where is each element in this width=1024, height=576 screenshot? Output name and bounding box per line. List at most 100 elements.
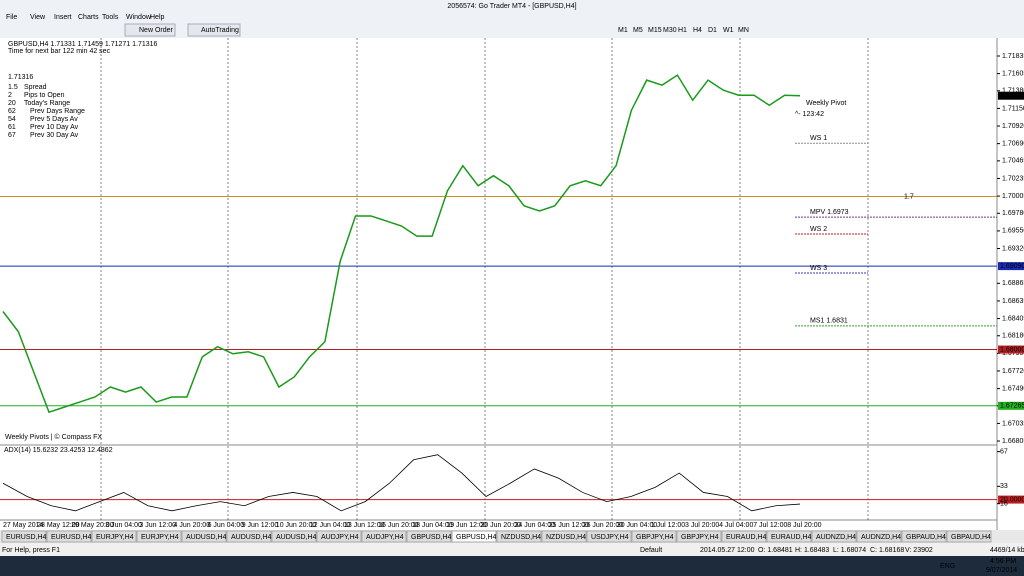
- x-tick-label: 25 Jun 12:00: [549, 522, 590, 529]
- timeframe-button[interactable]: M5: [633, 27, 643, 34]
- status-text: H: 1.68483: [795, 547, 829, 554]
- chart-tab-label[interactable]: GBPUSD,H4: [456, 534, 497, 541]
- chart-tab[interactable]: [451, 530, 497, 543]
- timeframe-button[interactable]: H4: [693, 27, 702, 34]
- stat-name: Prev Days Range: [30, 108, 85, 115]
- y-tick-label: 1.71380: [1002, 88, 1024, 95]
- stat-name: Pips to Open: [24, 92, 65, 99]
- chart-tab[interactable]: [316, 530, 362, 543]
- timeframe-button[interactable]: M15: [648, 27, 662, 34]
- autotrading-label[interactable]: AutoTrading: [201, 27, 239, 34]
- chart-tab[interactable]: [91, 530, 137, 543]
- chart-tab-label[interactable]: AUDJPY,H4: [366, 534, 404, 541]
- menu-item[interactable]: File: [6, 14, 17, 21]
- status-text: For Help, press F1: [2, 547, 60, 554]
- chart-tab-label[interactable]: AUDUSD,H4: [276, 534, 317, 541]
- timeframe-button[interactable]: W1: [723, 27, 734, 34]
- chart-tab-label[interactable]: NZDUSD,H4: [546, 534, 586, 541]
- chart-tab-label[interactable]: GBPAUD,H4: [951, 534, 991, 541]
- new-order-label[interactable]: New Order: [139, 27, 174, 34]
- x-tick-label: 18 Jun 04:00: [412, 522, 453, 529]
- chart-tab-label[interactable]: AUDNZD,H4: [816, 534, 856, 541]
- chart-tab[interactable]: [766, 530, 812, 543]
- chart-tab[interactable]: [226, 530, 272, 543]
- chart-tab[interactable]: [901, 530, 947, 543]
- chart-tab-label[interactable]: EURUSD,H4: [6, 534, 47, 541]
- chart-tab[interactable]: [181, 530, 227, 543]
- x-tick-label: 30 Jun 04:00: [617, 522, 658, 529]
- taskbar: [0, 556, 1024, 576]
- timeframe-button[interactable]: M30: [663, 27, 677, 34]
- chart-tab-label[interactable]: USDJPY,H4: [591, 534, 629, 541]
- x-tick-label: 9 Jun 12:00: [242, 522, 279, 529]
- y-tick-label: 1.70235: [1002, 175, 1024, 182]
- timeframe-button[interactable]: MN: [738, 27, 749, 34]
- chart-tab[interactable]: [946, 530, 992, 543]
- chart-tab[interactable]: [136, 530, 182, 543]
- status-bar: [0, 543, 1024, 556]
- chart-tab-label[interactable]: AUDUSD,H4: [231, 534, 272, 541]
- chart-tab-label[interactable]: GBPUSD,H4: [411, 534, 452, 541]
- x-tick-label: 3 Jul 20:00: [685, 522, 719, 529]
- y-tick-label: 1.68405: [1002, 315, 1024, 322]
- chart-tab[interactable]: [1, 530, 47, 543]
- chart-tab[interactable]: [586, 530, 632, 543]
- chart-tab-label[interactable]: EURUSD,H4: [51, 534, 92, 541]
- menu-item[interactable]: Charts: [78, 14, 99, 21]
- chart-tab[interactable]: [811, 530, 857, 543]
- chart-tab-label[interactable]: EURJPY,H4: [96, 534, 134, 541]
- timeframe-button[interactable]: M1: [618, 27, 628, 34]
- x-tick-label: 24 Jun 04:00: [515, 522, 556, 529]
- chart-tab-label[interactable]: EURAUD,H4: [771, 534, 812, 541]
- x-tick-label: 13 Jun 12:00: [344, 522, 385, 529]
- chart-tab-label[interactable]: GBPJPY,H4: [681, 534, 719, 541]
- chart-tab[interactable]: [541, 530, 587, 543]
- y-tick-label: 1.71605: [1002, 70, 1024, 77]
- chart-tab-label[interactable]: EURAUD,H4: [726, 534, 767, 541]
- price-line: [2, 74, 801, 414]
- timeframe-button[interactable]: H1: [678, 27, 687, 34]
- weekly-pivot-label: Weekly Pivot: [806, 100, 846, 107]
- window-title: 2056574: Go Trader MT4 - [GBPUSD,H4]: [447, 3, 576, 10]
- pivot-label: WS 3: [810, 265, 827, 272]
- status-text: C: 1.68168: [870, 547, 904, 554]
- stat-value: 62: [8, 108, 16, 115]
- chart-tab[interactable]: [856, 530, 902, 543]
- chart-tab[interactable]: [721, 530, 767, 543]
- stat-value: 61: [8, 124, 16, 131]
- chart-tab-label[interactable]: AUDJPY,H4: [321, 534, 359, 541]
- y-tick-label: 1.67720: [1002, 368, 1024, 375]
- chart-tab[interactable]: [631, 530, 677, 543]
- chart-tab-label[interactable]: AUDNZD,H4: [861, 534, 901, 541]
- x-tick-label: 3 Jun 12:00: [139, 522, 176, 529]
- chart-tab[interactable]: [406, 530, 452, 543]
- status-text: 2014.05.27 12:00: [700, 547, 755, 554]
- chart-tab[interactable]: [271, 530, 317, 543]
- axis-price-box: [998, 401, 1024, 410]
- status-text: 4469/14 kb: [990, 547, 1024, 554]
- chart-tab[interactable]: [46, 530, 92, 543]
- new-order-button[interactable]: [124, 23, 176, 37]
- chart-tab-label[interactable]: NZDUSD,H4: [501, 534, 541, 541]
- next-bar: Time for next bar 122 min 42 sec: [8, 48, 111, 55]
- chart-tab-label[interactable]: EURJPY,H4: [141, 534, 179, 541]
- y-tick-label: 1.71150: [1002, 105, 1024, 112]
- pivot-label: MS1 1.6831: [810, 318, 848, 325]
- menu-item[interactable]: Window: [126, 14, 152, 21]
- stat-name: Spread: [24, 84, 47, 91]
- chart-tab-label[interactable]: GBPAUD,H4: [906, 534, 946, 541]
- chart-tab[interactable]: [361, 530, 407, 543]
- chart-tab-label[interactable]: AUDUSD,H4: [186, 534, 227, 541]
- timeframe-button[interactable]: D1: [708, 27, 717, 34]
- y-tick-label: 1.71835: [1002, 53, 1024, 60]
- menu-item[interactable]: View: [30, 14, 46, 21]
- taskbar-language: ENG: [940, 563, 955, 570]
- chart-tab[interactable]: [676, 530, 722, 543]
- chart-tab-label[interactable]: GBPJPY,H4: [636, 534, 674, 541]
- x-tick-label: 4 Jul 04:00: [719, 522, 753, 529]
- menu-item[interactable]: Help: [150, 14, 165, 21]
- menu-item[interactable]: Insert: [54, 14, 72, 21]
- autotrading-button[interactable]: [187, 23, 241, 37]
- chart-tab[interactable]: [496, 530, 542, 543]
- menu-item[interactable]: Tools: [102, 14, 119, 21]
